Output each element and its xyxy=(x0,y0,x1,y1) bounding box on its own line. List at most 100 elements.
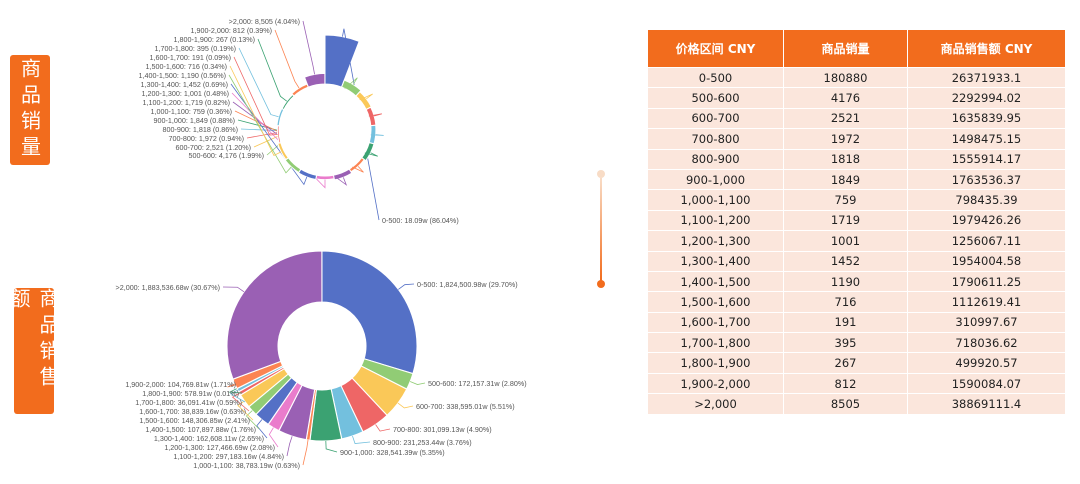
slice-label: 0-500: 18.09w (86.04%) xyxy=(382,216,459,225)
table-cell: 1,500-1,600 xyxy=(648,291,784,313)
table-cell: 1972 xyxy=(783,128,908,150)
table-cell: 2292994.02 xyxy=(907,87,1066,109)
table-cell: 1256067.11 xyxy=(907,230,1066,252)
leader-line xyxy=(233,56,278,136)
table-cell: 1635839.95 xyxy=(907,107,1066,129)
slice-label: 1,900-2,000: 104,769.81w (1.71%) xyxy=(125,380,236,389)
table-header-cell: 价格区间 CNY xyxy=(648,30,784,68)
table-cell: 1190 xyxy=(783,270,908,292)
table-body: 0-500 180880 26371933.1 500-600 4176 2292994.… xyxy=(648,66,1066,414)
slice-label: 600-700: 338,595.01w (5.51%) xyxy=(416,402,515,411)
table-cell: 4176 xyxy=(783,87,908,109)
slice-label: >2,000: 1,883,536.68w (30.67%) xyxy=(116,283,221,292)
leader-line xyxy=(228,388,243,394)
table-cell: 180880 xyxy=(783,66,908,88)
slice-label: 1,200-1,300: 1,001 (0.48%) xyxy=(141,89,229,98)
slice-label: 1,100-1,200: 1,719 (0.82%) xyxy=(142,98,230,107)
table-cell: 1,600-1,700 xyxy=(648,311,784,333)
leader-line xyxy=(302,439,309,466)
table-cell: 1790611.25 xyxy=(907,270,1066,292)
slice-label: 700-800: 301,099.13w (4.90%) xyxy=(393,425,492,434)
slice-label: 1,900-2,000: 812 (0.39%) xyxy=(190,26,272,35)
table-cell: 759 xyxy=(783,189,908,211)
slice-label: 1,800-1,900: 267 (0.13%) xyxy=(173,35,255,44)
table-row: 600-700 2521 1635839.95 xyxy=(648,107,1066,129)
table-row: 1,400-1,500 1190 1790611.25 xyxy=(648,270,1066,292)
slice-label: 1,700-1,800: 36,091.41w (0.59%) xyxy=(135,398,242,407)
slice-label: 1,200-1,300: 127,466.69w (2.08%) xyxy=(164,443,275,452)
leader-line xyxy=(231,392,250,412)
table-row: 1,500-1,600 716 1112619.41 xyxy=(648,291,1066,313)
table-row: 1,800-1,900 267 499920.57 xyxy=(648,352,1066,374)
leader-line xyxy=(409,381,426,385)
leader-line xyxy=(325,440,338,453)
table-cell: 800-900 xyxy=(648,148,784,170)
table-cell: 38869111.4 xyxy=(907,393,1066,414)
slice-label: 1,500-1,600: 716 (0.34%) xyxy=(145,62,227,71)
table-row: 1,700-1,800 395 718036.62 xyxy=(648,332,1066,353)
leader-line xyxy=(245,410,260,430)
leader-line xyxy=(257,38,288,102)
leader-line xyxy=(232,101,348,186)
table-row: 1,600-1,700 191 310997.67 xyxy=(648,311,1066,333)
table-cell: 1763536.37 xyxy=(907,168,1066,190)
table-cell: 812 xyxy=(783,372,908,394)
table-cell: 1498475.15 xyxy=(907,128,1066,150)
timeline-dot-bottom xyxy=(597,280,605,288)
leader-line xyxy=(228,74,292,174)
table-cell: 26371933.1 xyxy=(907,66,1066,88)
table-row: 700-800 1972 1498475.15 xyxy=(648,128,1066,150)
table-row: 1,000-1,100 759 798435.39 xyxy=(648,189,1066,211)
table-cell: 500-600 xyxy=(648,87,784,109)
price-range-table: 价格区间 CNY 商品销量 商品销售额 CNY 0-500 180880 2637193… xyxy=(648,30,1066,414)
timeline-connector xyxy=(596,170,606,290)
table-cell: 2521 xyxy=(783,107,908,129)
table-cell: 600-700 xyxy=(648,107,784,129)
leader-line xyxy=(222,286,245,293)
slice-label: 1,000-1,100: 759 (0.36%) xyxy=(150,107,232,116)
table-cell: 1719 xyxy=(783,209,908,231)
slice-label: 1,100-1,200: 297,183.16w (4.84%) xyxy=(173,452,284,461)
leader-line xyxy=(274,29,300,89)
slice-label: 1,000-1,100: 38,783.19w (0.63%) xyxy=(193,461,300,470)
table-row: 1,900-2,000 812 1590084.07 xyxy=(648,372,1066,394)
table-header-cell: 商品销售额 CNY xyxy=(907,30,1066,68)
slice-label: 1,600-1,700: 38,839.16w (0.63%) xyxy=(139,407,246,416)
leader-line xyxy=(231,92,326,189)
table-cell: 1,100-1,200 xyxy=(648,209,784,231)
table-cell: 1954004.58 xyxy=(907,250,1066,272)
slice-label: 1,400-1,500: 107,897.88w (1.76%) xyxy=(145,425,256,434)
slice-label: 1,700-1,800: 395 (0.19%) xyxy=(154,44,236,53)
table-header-row: 价格区间 CNY 商品销量 商品销售额 CNY xyxy=(648,30,1066,68)
sales-amount-label: 商品销售额 xyxy=(7,288,60,414)
slice-label: 1,400-1,500: 1,190 (0.56%) xyxy=(138,71,226,80)
table-cell: 1452 xyxy=(783,250,908,272)
table-row: 0-500 180880 26371933.1 xyxy=(648,66,1066,88)
table-cell: 1818 xyxy=(783,148,908,170)
table-cell: 716 xyxy=(783,291,908,313)
table-cell: 1555914.17 xyxy=(907,148,1066,170)
slice-label: 1,600-1,700: 191 (0.09%) xyxy=(149,53,231,62)
table-cell: 798435.39 xyxy=(907,189,1066,211)
table-row: >2,000 8505 38869111.4 xyxy=(648,393,1066,414)
leader-line xyxy=(398,283,415,290)
slice-label: 900-1,000: 1,849 (0.88%) xyxy=(153,116,235,125)
table-row: 900-1,000 1849 1763536.37 xyxy=(648,168,1066,190)
table-cell: 1979426.26 xyxy=(907,209,1066,231)
table-cell: 267 xyxy=(783,352,908,374)
table-cell: 395 xyxy=(783,332,908,353)
table-row: 800-900 1818 1555914.17 xyxy=(648,148,1066,170)
leader-line xyxy=(256,419,268,439)
leader-line xyxy=(229,65,282,156)
table-cell: 1,300-1,400 xyxy=(648,250,784,272)
slice-label: 1,300-1,400: 162,608.11w (2.65%) xyxy=(154,434,264,443)
donut-hole xyxy=(278,302,366,390)
leader-line xyxy=(268,427,279,448)
table-cell: 0-500 xyxy=(648,66,784,88)
table-cell: 1849 xyxy=(783,168,908,190)
leader-line xyxy=(375,424,391,432)
leader-line xyxy=(397,402,414,409)
slice-label: 600-700: 2,521 (1.20%) xyxy=(175,143,251,152)
table-cell: 1,200-1,300 xyxy=(648,230,784,252)
leader-line xyxy=(352,435,371,444)
